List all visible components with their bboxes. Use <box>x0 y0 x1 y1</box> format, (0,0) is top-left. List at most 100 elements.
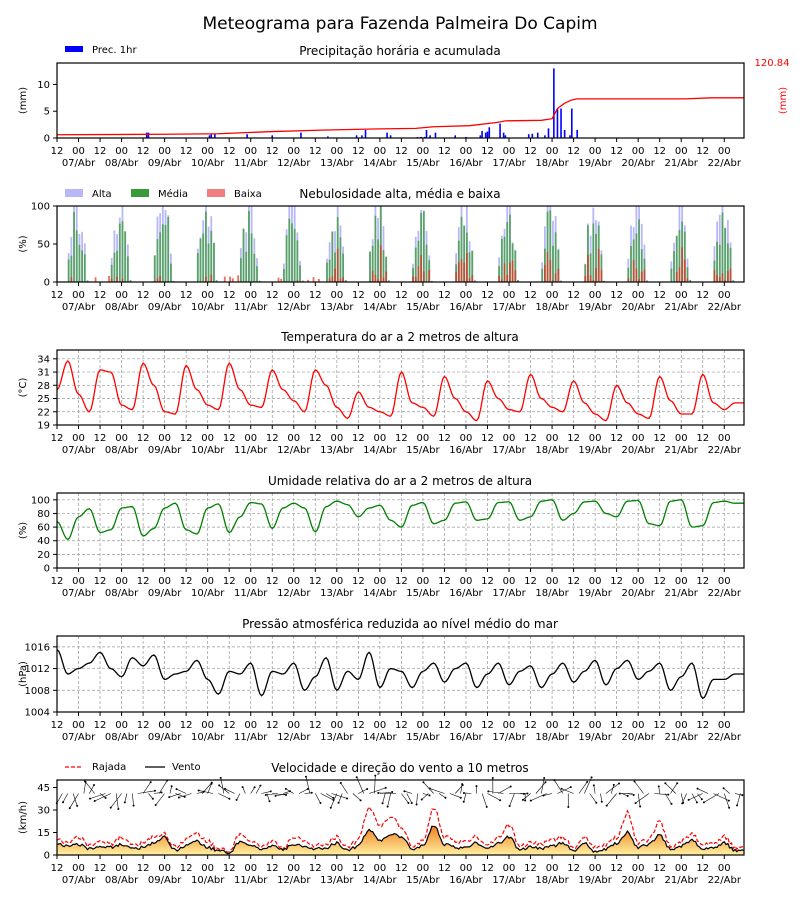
x-tick-label: 00 <box>503 720 516 731</box>
cloud-bar-media <box>718 244 721 282</box>
cloud-bar-media <box>468 252 471 282</box>
plot-frame <box>56 779 745 856</box>
x-day-label: 16/Abr <box>449 732 483 743</box>
wind-arrow-head <box>595 801 598 804</box>
x-tick-label: 12 <box>395 146 408 157</box>
legend-label-wind: Vento <box>172 762 201 773</box>
y-tick-label: 1012 <box>25 664 50 675</box>
y-tick-label: 45 <box>37 783 50 794</box>
y-tick-label: 15 <box>37 828 50 839</box>
y-tick-label: 1004 <box>25 708 50 719</box>
cloud-bar-media <box>630 246 632 282</box>
wind-direction-arrow <box>422 793 430 796</box>
panel-title: Pressão atmosférica reduzida ao nível mé… <box>242 617 558 631</box>
y-tick-label: 0 <box>44 278 50 289</box>
cloud-bar-baixa <box>500 279 503 282</box>
wind-direction-arrow <box>697 793 703 800</box>
x-tick-label: 12 <box>180 290 193 301</box>
wind-arrow-head <box>62 801 65 804</box>
y-tick-label: 0 <box>44 851 50 862</box>
x-tick-label: 00 <box>675 720 688 731</box>
cloud-bar-media <box>196 253 199 282</box>
wind-direction-arrow <box>736 793 741 806</box>
precip-bar <box>576 129 578 138</box>
wind-direction-arrow <box>236 793 241 801</box>
cloud-bar-media <box>379 206 382 282</box>
x-tick-label: 12 <box>653 720 666 731</box>
wind-arrow-head <box>274 794 277 797</box>
cloud-bar-media <box>595 233 597 282</box>
cloud-bar-baixa <box>713 269 716 282</box>
cloud-bar-media <box>113 252 116 282</box>
cloud-bar-media <box>683 231 686 282</box>
wind-arrow-head <box>310 791 313 794</box>
x-tick-label: 12 <box>137 720 150 731</box>
x-day-label: 19/Abr <box>578 588 612 599</box>
wind-direction-arrow <box>285 788 294 794</box>
wind-direction-arrow <box>110 793 122 808</box>
x-tick-label: 12 <box>180 146 193 157</box>
precip-bar <box>327 136 329 138</box>
cloud-bar-media <box>213 242 215 282</box>
cloud-bar-media <box>541 268 544 282</box>
x-tick-label: 12 <box>266 720 279 731</box>
cloud-bar-baixa <box>726 271 729 282</box>
x-day-label: 13/Abr <box>320 732 354 743</box>
wind-direction-arrow <box>242 786 246 794</box>
cloud-bar-media <box>159 232 162 282</box>
wind-arrow-head <box>618 792 621 795</box>
x-tick-label: 12 <box>309 720 322 731</box>
wind-arrow-head <box>444 796 447 799</box>
cloud-bar-media <box>463 225 466 282</box>
y-tick-label: 19 <box>37 421 50 432</box>
x-day-label: 14/Abr <box>363 445 397 456</box>
x-day-label: 20/Abr <box>621 588 655 599</box>
x-day-label: 07/Abr <box>62 588 96 599</box>
x-tick-label: 12 <box>395 433 408 444</box>
x-day-label: 11/Abr <box>234 732 268 743</box>
x-day-label: 15/Abr <box>406 875 440 886</box>
x-tick-label: 12 <box>481 146 494 157</box>
x-tick-label: 12 <box>610 720 623 731</box>
wind-direction-arrow <box>84 781 95 794</box>
cloud-bar-media <box>328 259 331 282</box>
precip-bar <box>504 135 507 138</box>
wind-direction-arrow <box>481 793 488 807</box>
x-tick-label: 00 <box>675 433 688 444</box>
legend-swatch-media <box>131 189 149 197</box>
x-tick-label: 12 <box>567 433 580 444</box>
cloud-bar-media <box>156 239 159 282</box>
x-tick-label: 00 <box>244 863 257 874</box>
wind-direction-arrow <box>374 775 376 794</box>
cloud-bar-baixa <box>94 277 97 282</box>
x-day-label: 22/Abr <box>708 588 742 599</box>
cloud-bar-media <box>732 280 735 282</box>
wind-arrow-head <box>224 787 227 790</box>
cloud-bar-media <box>509 214 511 282</box>
cloud-bar-baixa <box>377 279 379 282</box>
cloud-bar-baixa <box>317 278 320 282</box>
wind-direction-arrow <box>382 793 386 804</box>
wind-direction-arrow <box>723 793 730 808</box>
x-day-label: 18/Abr <box>535 732 569 743</box>
x-tick-label: 00 <box>503 290 516 301</box>
panel-title: Umidade relativa do ar a 2 metros de alt… <box>268 474 532 488</box>
cloud-bar-baixa <box>237 275 240 282</box>
cloud-bar-media <box>167 216 170 282</box>
panel-precip: Precipitação horária e acumulada(mm)12 00… <box>18 44 790 169</box>
x-tick-label: 12 <box>223 290 236 301</box>
x-day-label: 18/Abr <box>535 588 569 599</box>
precip-bar <box>145 132 148 138</box>
x-tick-label: 12 <box>94 863 107 874</box>
x-day-label: 07/Abr <box>62 158 96 169</box>
x-day-label: 11/Abr <box>234 158 268 169</box>
x-tick-label: 12 <box>51 576 64 587</box>
cloud-bar-baixa <box>511 260 514 282</box>
x-day-label: 22/Abr <box>708 302 742 313</box>
panel-title: Precipitação horária e acumulada <box>299 44 501 58</box>
cloud-bar-media <box>118 223 121 282</box>
x-tick-label: 00 <box>374 720 387 731</box>
cloud-bar-media <box>164 224 167 282</box>
wind-arrow-head <box>154 804 157 807</box>
x-day-label: 12/Abr <box>277 588 311 599</box>
